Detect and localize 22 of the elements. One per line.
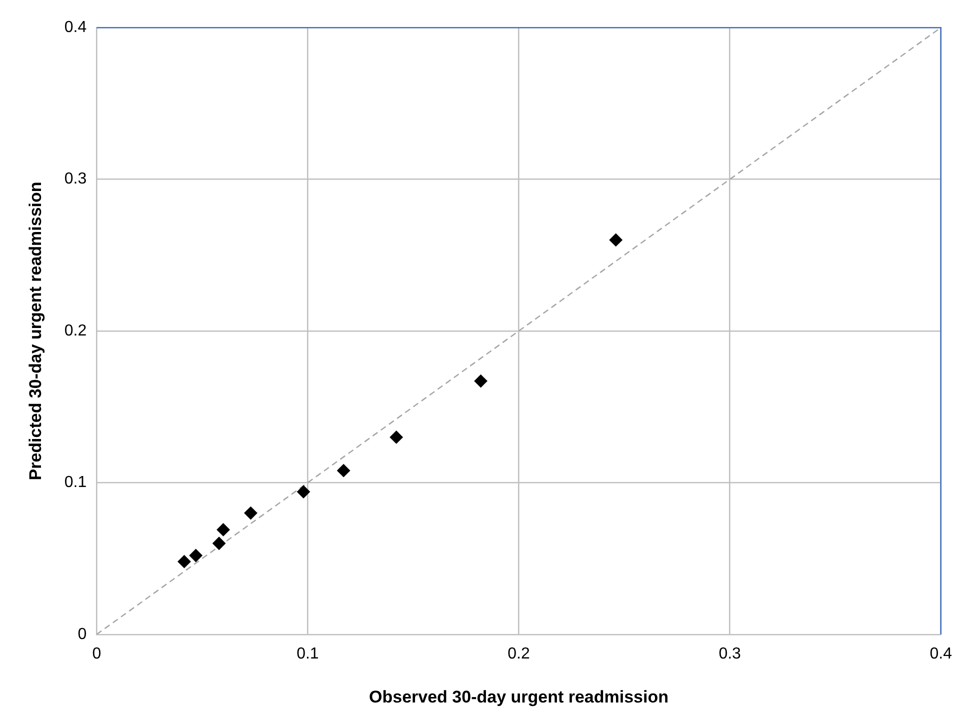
x-axis-title: Observed 30-day urgent readmission xyxy=(369,687,669,706)
y-tick-label: 0.3 xyxy=(64,170,87,188)
point xyxy=(390,430,403,444)
y-tick-label: 0.1 xyxy=(64,474,87,492)
point xyxy=(474,374,488,388)
y-tick-label: 0.2 xyxy=(64,322,87,340)
point xyxy=(296,485,310,498)
point xyxy=(609,233,622,246)
x-tick-label: 0.1 xyxy=(296,645,319,662)
point xyxy=(244,506,258,520)
x-tick-label: 0 xyxy=(92,645,102,662)
x-tick-label: 0.3 xyxy=(718,645,742,662)
point xyxy=(189,549,202,562)
y-tick-label: 0.4 xyxy=(64,19,87,36)
point xyxy=(337,464,350,478)
point xyxy=(216,523,230,536)
x-tick-label: 0.4 xyxy=(930,645,952,662)
x-tick-label: 0.2 xyxy=(508,645,530,662)
y-axis-title: Predicted 30-day urgent readmission xyxy=(26,182,45,480)
point xyxy=(178,555,191,568)
point xyxy=(212,536,226,550)
y-tick-label: 0 xyxy=(78,626,87,643)
